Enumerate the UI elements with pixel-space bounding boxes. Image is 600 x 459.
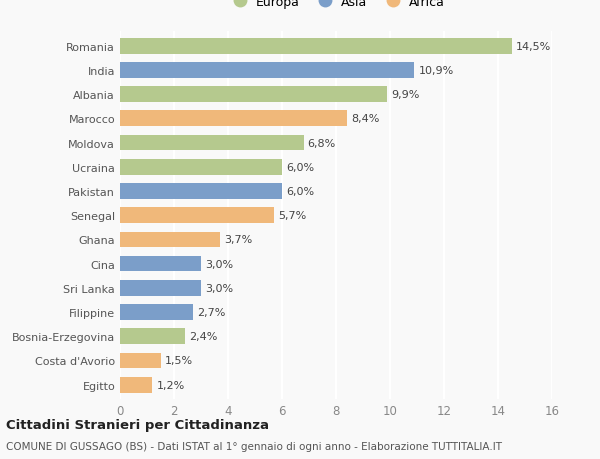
Text: 6,0%: 6,0% [286, 162, 314, 173]
Bar [120, 184, 282, 199]
Bar [120, 256, 201, 272]
Text: 1,5%: 1,5% [164, 356, 193, 366]
Text: 6,8%: 6,8% [308, 138, 336, 148]
Legend: Europa, Asia, Africa: Europa, Asia, Africa [223, 0, 449, 14]
Bar [120, 160, 282, 175]
Text: 3,7%: 3,7% [224, 235, 252, 245]
Bar [120, 377, 152, 393]
Text: 10,9%: 10,9% [418, 66, 454, 76]
Text: Cittadini Stranieri per Cittadinanza: Cittadini Stranieri per Cittadinanza [6, 418, 269, 431]
Bar [120, 353, 161, 369]
Text: 6,0%: 6,0% [286, 186, 314, 196]
Bar [120, 87, 388, 103]
Bar [120, 280, 201, 296]
Text: 8,4%: 8,4% [351, 114, 379, 124]
Text: 5,7%: 5,7% [278, 211, 306, 221]
Text: 9,9%: 9,9% [391, 90, 420, 100]
Text: 2,4%: 2,4% [189, 331, 217, 341]
Bar [120, 208, 274, 224]
Bar [120, 63, 415, 78]
Text: 14,5%: 14,5% [515, 42, 551, 51]
Bar [120, 111, 347, 127]
Bar [120, 39, 511, 55]
Text: 3,0%: 3,0% [205, 283, 233, 293]
Text: COMUNE DI GUSSAGO (BS) - Dati ISTAT al 1° gennaio di ogni anno - Elaborazione TU: COMUNE DI GUSSAGO (BS) - Dati ISTAT al 1… [6, 441, 502, 451]
Text: 1,2%: 1,2% [157, 380, 185, 390]
Text: 3,0%: 3,0% [205, 259, 233, 269]
Bar [120, 135, 304, 151]
Bar [120, 329, 185, 344]
Bar [120, 232, 220, 248]
Bar [120, 304, 193, 320]
Text: 2,7%: 2,7% [197, 308, 226, 317]
